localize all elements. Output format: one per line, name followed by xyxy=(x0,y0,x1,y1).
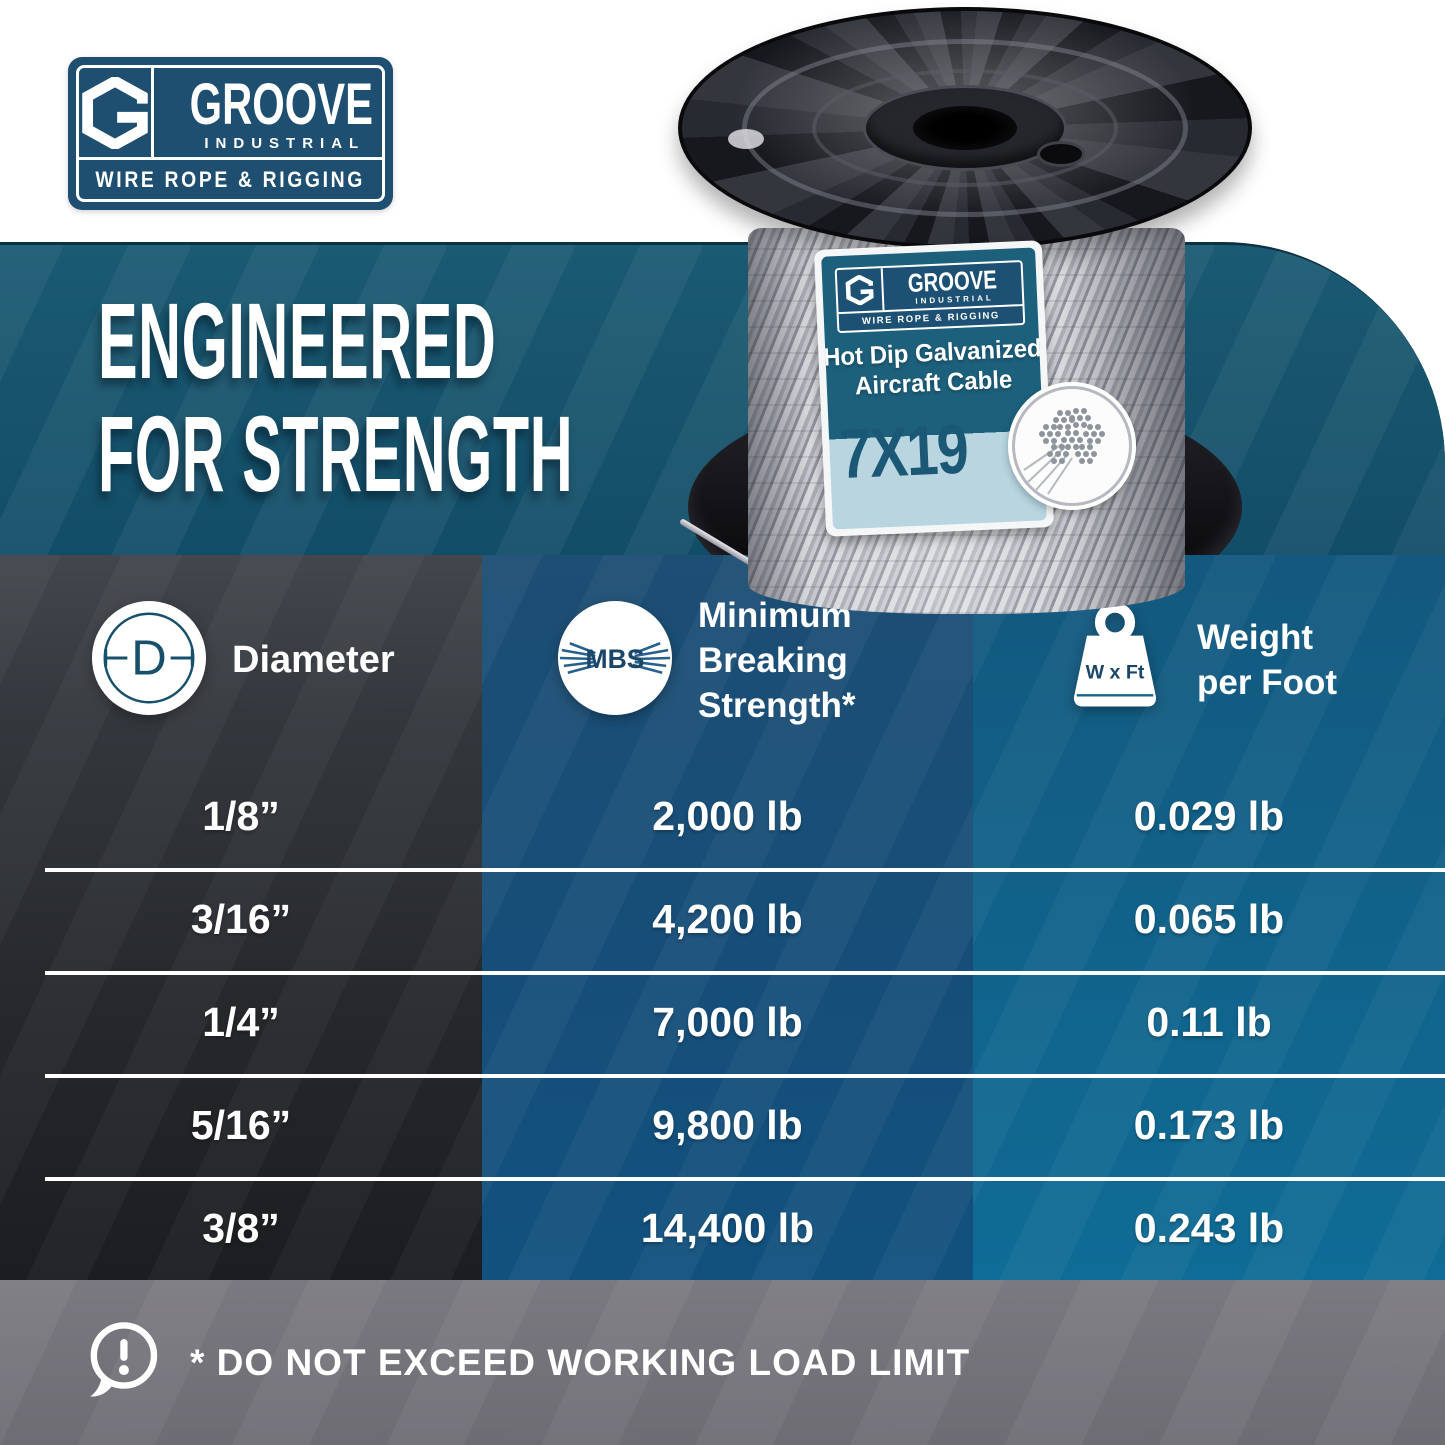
diameter-header-label: Diameter xyxy=(232,638,395,681)
table-row: 3/16” 4,200 lb 0.065 lb xyxy=(0,868,1445,971)
cell-mbs: 4,200 lb xyxy=(652,896,803,942)
flange-ring-inner xyxy=(812,69,1118,187)
weight-label-line1: Weight xyxy=(1197,618,1314,657)
table-row: 1/4” 7,000 lb 0.11 lb xyxy=(0,971,1445,1074)
flange-rim-hole xyxy=(728,129,764,149)
product-label: GROOVE INDUSTRIAL WIRE ROPE & RIGGING Ho… xyxy=(813,240,1055,537)
table-body: 1/8” 2,000 lb 0.029 lb 3/16” 4,200 lb 0.… xyxy=(0,765,1445,1280)
spool-hub-hole xyxy=(913,106,1017,150)
spool-hub xyxy=(863,85,1067,171)
cell-mbs: 9,800 lb xyxy=(652,1102,803,1148)
table-row: 5/16” 9,800 lb 0.173 lb xyxy=(0,1074,1445,1177)
cell-diameter: 5/16” xyxy=(190,1102,292,1148)
brand-sub: INDUSTRIAL xyxy=(204,135,366,153)
table-row: 1/8” 2,000 lb 0.029 lb xyxy=(0,765,1445,868)
row-divider xyxy=(45,1177,1445,1181)
cable-cross-section-icon xyxy=(1008,382,1136,510)
diameter-icon-letter: D xyxy=(131,630,167,685)
row-divider xyxy=(45,971,1445,975)
weight-label-line2: per Foot xyxy=(1197,663,1337,702)
cell-weight: 0.065 lb xyxy=(1133,896,1285,942)
cell-diameter: 3/8” xyxy=(202,1205,280,1251)
warning-footer: * DO NOT EXCEED WORKING LOAD LIMIT xyxy=(0,1280,1445,1445)
weight-icon: W x Ft xyxy=(1059,598,1171,723)
cell-weight: 0.173 lb xyxy=(1133,1102,1285,1148)
label-g-icon xyxy=(836,268,885,312)
warning-text: * DO NOT EXCEED WORKING LOAD LIMIT xyxy=(190,1341,971,1383)
cell-weight: 0.029 lb xyxy=(1133,793,1285,839)
page-title: ENGINEERED FOR STRENGTH xyxy=(98,284,573,511)
label-brand-name: GROOVE xyxy=(907,264,998,299)
brand-name: GROOVE xyxy=(189,71,373,137)
cell-weight: 0.11 lb xyxy=(1146,999,1272,1045)
column-header-diameter: D Diameter xyxy=(0,555,482,765)
brand-logo: GROOVE INDUSTRIAL WIRE ROPE & RIGGING xyxy=(68,57,393,210)
cell-mbs: 14,400 lb xyxy=(640,1205,815,1251)
warning-icon xyxy=(82,1317,164,1408)
row-divider xyxy=(45,1074,1445,1078)
weight-icon-text: W x Ft xyxy=(1086,661,1145,683)
cable-spool-photo: GROOVE INDUSTRIAL WIRE ROPE & RIGGING Ho… xyxy=(660,0,1260,672)
mbs-header-label: Minimum Breaking Strength* xyxy=(698,593,856,728)
cell-diameter: 1/8” xyxy=(202,793,280,839)
brand-tagline: WIRE ROPE & RIGGING xyxy=(95,166,366,192)
weight-column-background xyxy=(973,555,1445,1280)
mbs-label-line3: Strength* xyxy=(698,685,856,725)
brand-g-icon xyxy=(79,68,154,157)
label-brand-logo: GROOVE INDUSTRIAL WIRE ROPE & RIGGING xyxy=(834,260,1026,333)
headline-line1: ENGINEERED xyxy=(98,280,497,401)
table-header-row: D Diameter MBS xyxy=(0,555,1445,765)
mbs-icon-text: MBS xyxy=(586,643,645,673)
flange-ring xyxy=(742,39,1188,217)
spool-aux-hole xyxy=(1037,141,1085,167)
cell-diameter: 3/16” xyxy=(190,896,292,942)
column-header-weight: W x Ft Weight per Foot xyxy=(973,555,1445,765)
diameter-icon: D xyxy=(90,599,208,722)
headline-line2: FOR STRENGTH xyxy=(98,393,574,515)
mbs-label-line2: Breaking xyxy=(698,640,848,680)
cell-mbs: 2,000 lb xyxy=(652,793,803,839)
brand-logo-frame: GROOVE INDUSTRIAL WIRE ROPE & RIGGING xyxy=(76,65,385,202)
cell-diameter: 1/4” xyxy=(202,999,280,1045)
diameter-column-background xyxy=(0,555,482,1280)
spool-top-flange xyxy=(678,7,1252,249)
table-row: 3/8” 14,400 lb 0.243 lb xyxy=(0,1177,1445,1280)
cell-weight: 0.243 lb xyxy=(1133,1205,1285,1251)
row-divider xyxy=(45,868,1445,872)
spec-table: D Diameter MBS xyxy=(0,555,1445,1280)
cell-mbs: 7,000 lb xyxy=(652,999,803,1045)
label-construction-code: 7X19 xyxy=(837,409,969,493)
mbs-icon: MBS xyxy=(556,599,674,722)
weight-header-label: Weight per Foot xyxy=(1197,615,1337,705)
